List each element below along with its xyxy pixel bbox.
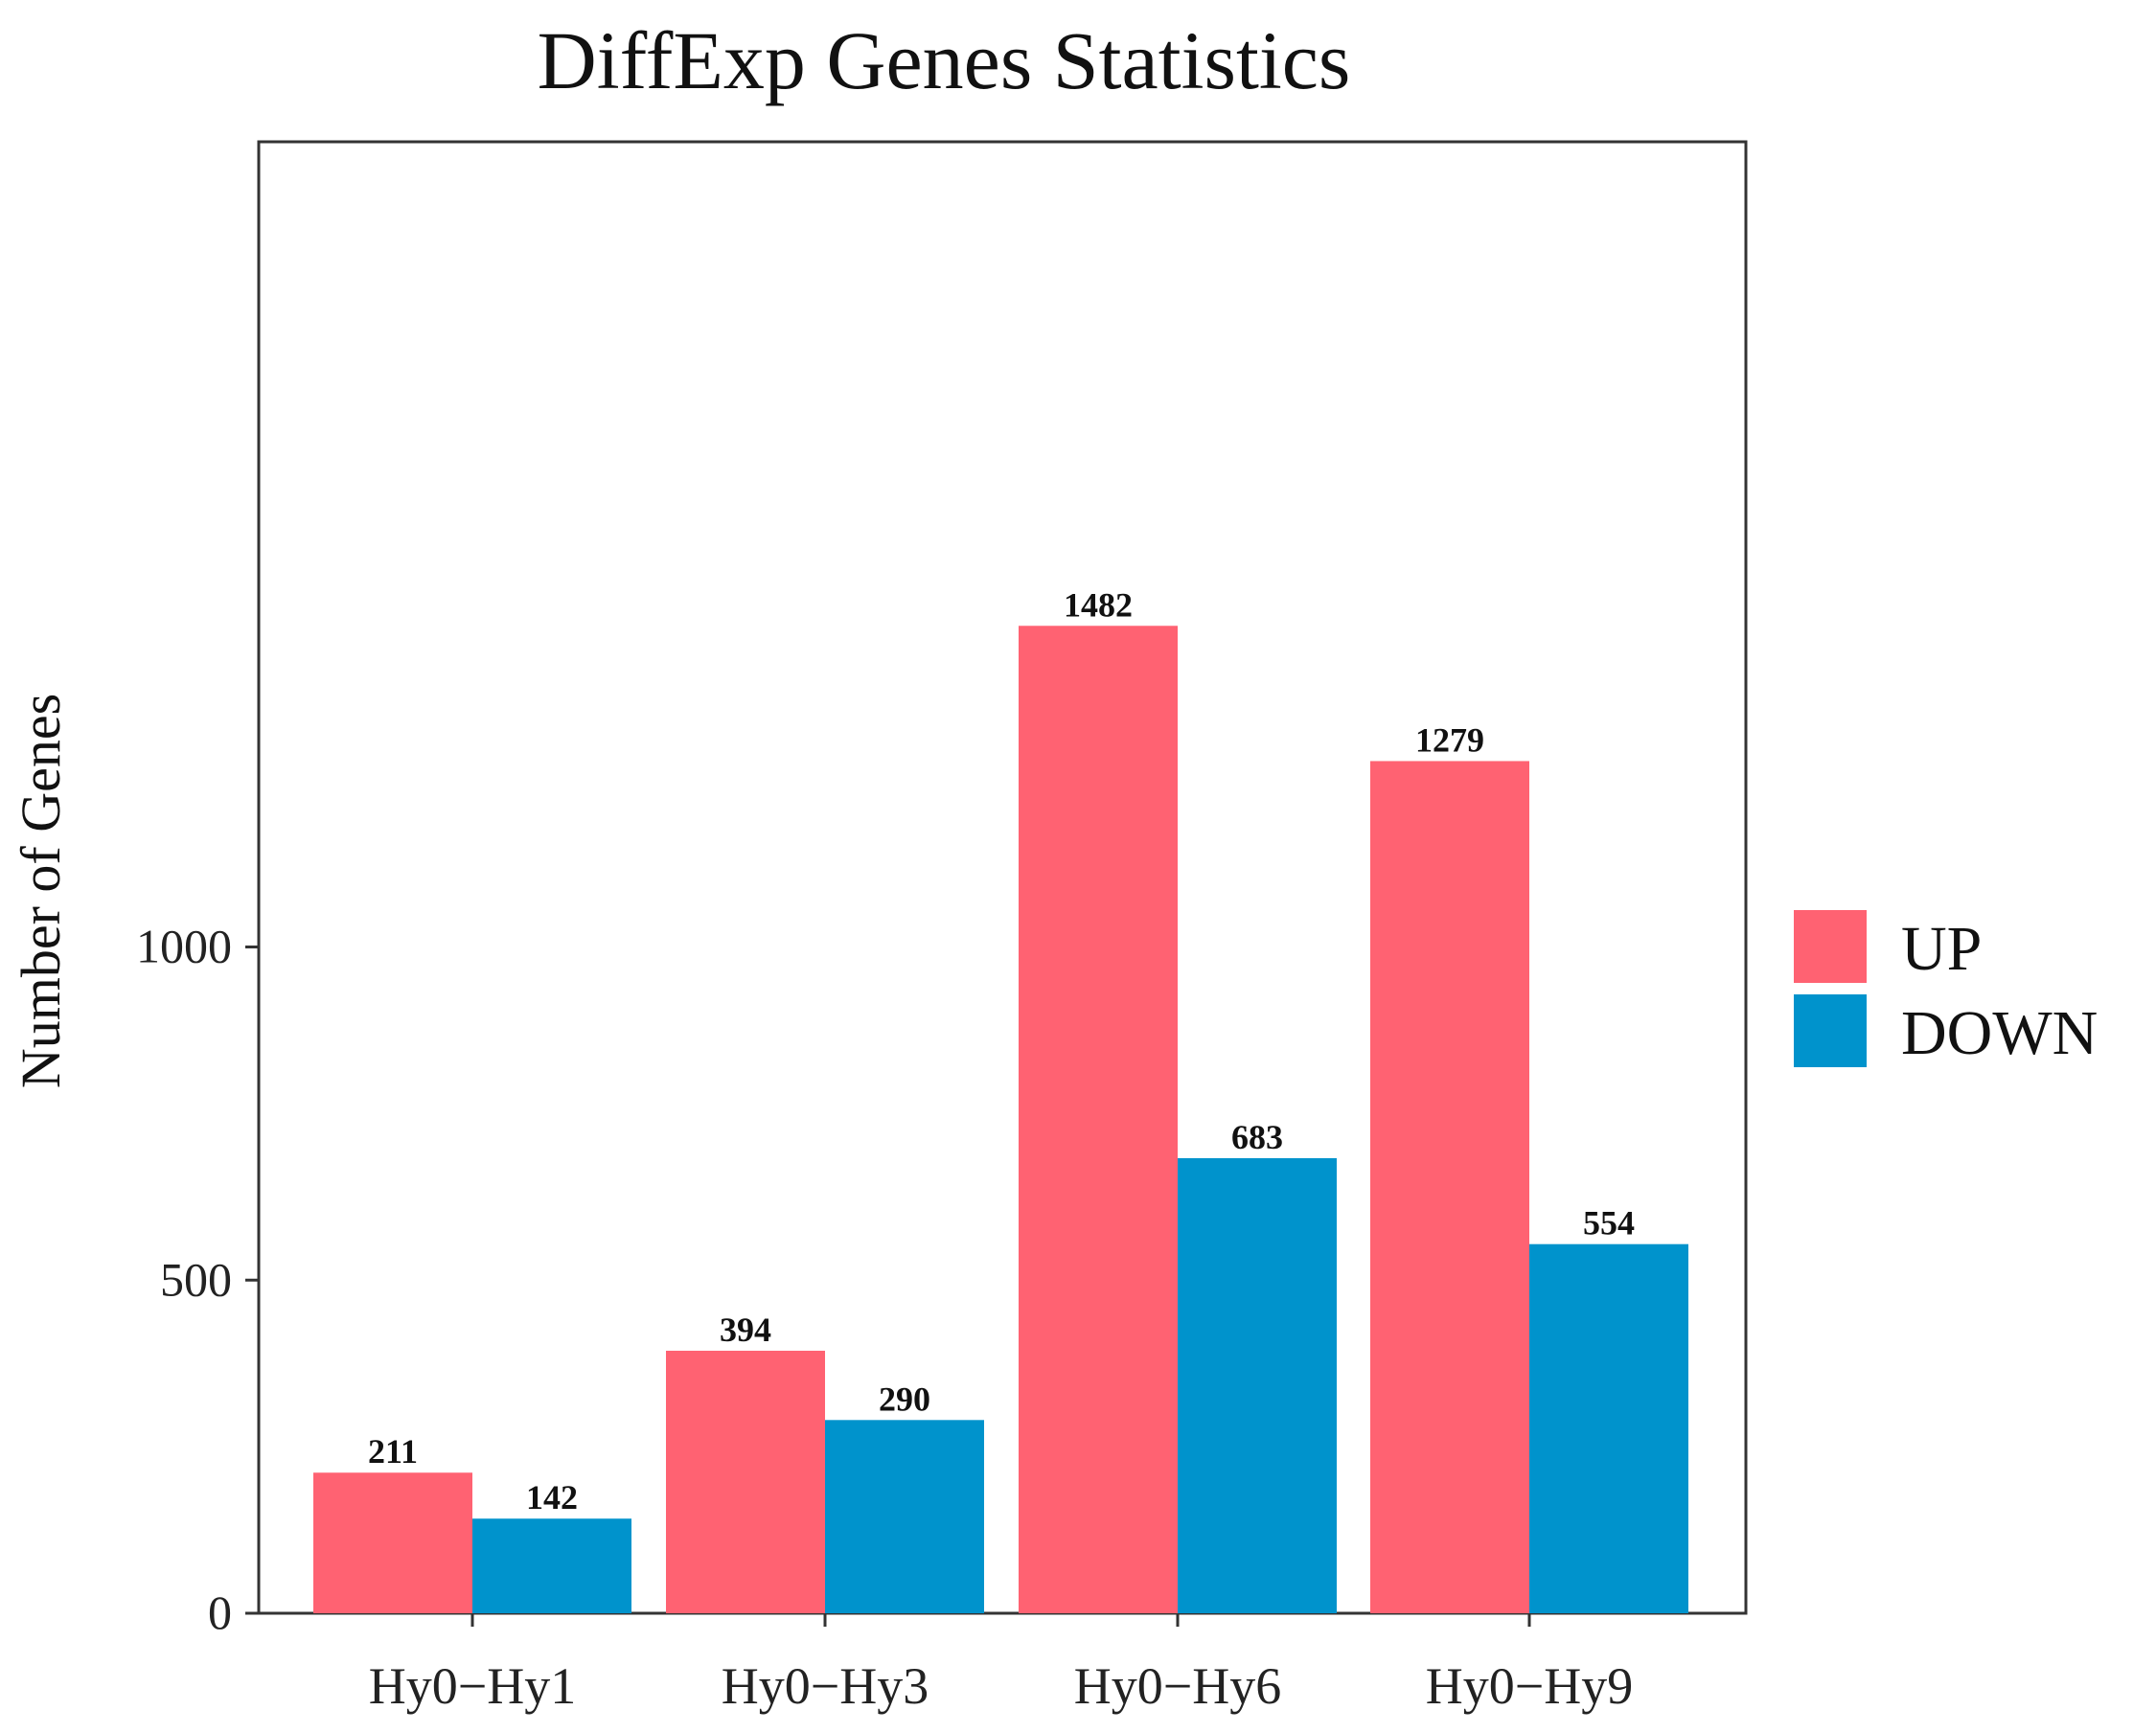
y-tick-label: 500	[160, 1252, 232, 1306]
x-tick-label: Hy0−Hy1	[369, 1657, 576, 1715]
chart-title: DiffExp Genes Statistics	[538, 14, 1351, 106]
bar-up-4	[1370, 761, 1529, 1613]
bar-up-1	[313, 1472, 472, 1613]
x-tick-label: Hy0−Hy9	[1426, 1657, 1633, 1715]
data-label: 142	[526, 1478, 578, 1516]
y-tick-label: 1000	[136, 920, 232, 973]
legend-swatch-down	[1794, 994, 1867, 1067]
legend-swatch-up	[1794, 910, 1867, 983]
legend-label-down: DOWN	[1901, 998, 2098, 1068]
bar-down-3	[1178, 1157, 1337, 1613]
legend: UP DOWN	[1794, 910, 2098, 1068]
y-axis: 0 500 1000	[136, 920, 259, 1639]
y-axis-label: Number of Genes	[10, 694, 72, 1088]
data-label: 211	[368, 1432, 418, 1471]
plot-area	[257, 140, 1748, 1615]
bar-down-4	[1529, 1243, 1688, 1613]
x-tick-label: Hy0−Hy3	[722, 1657, 929, 1715]
x-tick-label: Hy0−Hy6	[1074, 1657, 1281, 1715]
x-axis: Hy0−Hy1 Hy0−Hy3 Hy0−Hy6 Hy0−Hy9	[369, 1613, 1633, 1715]
data-label: 394	[720, 1311, 771, 1349]
y-tick-label: 0	[208, 1585, 232, 1639]
data-label: 1279	[1415, 720, 1484, 759]
bar-down-1	[472, 1518, 631, 1613]
data-label: 1482	[1064, 585, 1133, 624]
bar-up-2	[666, 1350, 825, 1613]
legend-label-up: UP	[1901, 914, 1982, 984]
bar-up-3	[1019, 626, 1178, 1613]
bar-down-2	[825, 1420, 984, 1613]
data-label: 290	[879, 1380, 930, 1418]
data-label: 683	[1231, 1118, 1283, 1156]
value-labels: 211 142 394 290 1482 683 1279 554	[368, 585, 1635, 1516]
bars	[313, 626, 1688, 1613]
data-label: 554	[1583, 1204, 1635, 1243]
